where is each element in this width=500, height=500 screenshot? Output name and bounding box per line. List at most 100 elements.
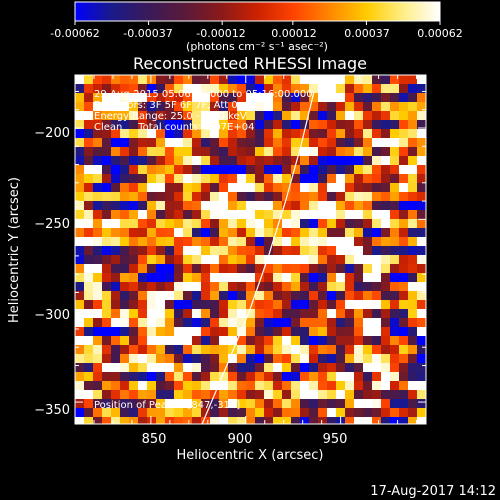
heatmap-cell	[291, 210, 301, 220]
heatmap-cell	[165, 291, 175, 301]
heatmap-cell	[219, 354, 229, 364]
heatmap-cell	[120, 84, 130, 94]
heatmap-cell	[291, 183, 301, 193]
heatmap-cell	[147, 201, 157, 211]
heatmap-cell	[84, 129, 94, 139]
heatmap-cell	[264, 156, 274, 166]
heatmap-cell	[84, 228, 94, 238]
heatmap-cell	[345, 327, 355, 337]
heatmap-cell	[273, 408, 283, 418]
heatmap-cell	[336, 237, 346, 247]
heatmap-cell	[75, 129, 85, 139]
heatmap-cell	[75, 237, 85, 247]
heatmap-cell	[165, 84, 175, 94]
heatmap-cell	[174, 237, 184, 247]
heatmap-cell	[183, 246, 193, 256]
heatmap-cell	[300, 75, 310, 85]
heatmap-cell	[219, 237, 229, 247]
heatmap-cell	[201, 210, 211, 220]
heatmap-cell	[138, 354, 148, 364]
heatmap-cell	[381, 291, 391, 301]
heatmap-cell	[273, 345, 283, 355]
heatmap-cell	[345, 102, 355, 112]
heatmap-cell	[381, 390, 391, 400]
heatmap-cell	[291, 399, 301, 409]
heatmap-cell	[372, 309, 382, 319]
heatmap-cell	[273, 201, 283, 211]
heatmap-cell	[372, 201, 382, 211]
heatmap-cell	[408, 147, 418, 157]
heatmap-cell	[111, 120, 121, 130]
heatmap-cell	[264, 93, 274, 103]
heatmap-cell	[228, 129, 238, 139]
heatmap-cell	[255, 246, 265, 256]
heatmap-cell	[255, 300, 265, 310]
heatmap-cell	[102, 273, 112, 283]
heatmap-cell	[318, 138, 328, 148]
heatmap-cell	[399, 354, 409, 364]
heatmap-cell	[111, 363, 121, 373]
heatmap-cell	[408, 363, 418, 373]
heatmap-cell	[210, 228, 220, 238]
heatmap-cell	[183, 120, 193, 130]
heatmap-cell	[408, 327, 418, 337]
heatmap-cell	[300, 120, 310, 130]
heatmap-cell	[327, 363, 337, 373]
heatmap-cell	[201, 291, 211, 301]
heatmap-cell	[381, 102, 391, 112]
heatmap-cell	[93, 75, 103, 85]
heatmap-cell	[93, 84, 103, 94]
heatmap-cell	[255, 291, 265, 301]
heatmap-cell	[237, 273, 247, 283]
heatmap-cell	[111, 147, 121, 157]
heatmap-cell	[237, 237, 247, 247]
heatmap-cell	[210, 363, 220, 373]
heatmap-cell	[147, 102, 157, 112]
heatmap-cell	[174, 336, 184, 346]
heatmap-cell	[120, 111, 130, 121]
heatmap-cell	[300, 354, 310, 364]
heatmap-cell	[300, 165, 310, 175]
heatmap-cell	[165, 102, 175, 112]
heatmap-cell	[381, 273, 391, 283]
heatmap-cell	[111, 372, 121, 382]
heatmap-cell	[84, 354, 94, 364]
heatmap-cell	[282, 246, 292, 256]
heatmap-cell	[354, 291, 364, 301]
heatmap-cell	[228, 201, 238, 211]
heatmap-cell	[282, 156, 292, 166]
heatmap-cell	[300, 390, 310, 400]
heatmap-cell	[255, 309, 265, 319]
heatmap-cell	[255, 219, 265, 229]
heatmap-cell	[327, 354, 337, 364]
heatmap-cell	[174, 111, 184, 121]
heatmap-cell	[345, 264, 355, 274]
heatmap-cell	[75, 228, 85, 238]
heatmap-cell	[165, 363, 175, 373]
heatmap-cell	[354, 246, 364, 256]
heatmap-cell	[363, 399, 373, 409]
heatmap-cell	[354, 219, 364, 229]
heatmap-cell	[354, 354, 364, 364]
heatmap-cell	[174, 201, 184, 211]
heatmap-cell	[390, 129, 400, 139]
heatmap-cell	[111, 246, 121, 256]
heatmap-cell	[336, 408, 346, 418]
heatmap-cell	[174, 327, 184, 337]
heatmap-cell	[147, 183, 157, 193]
heatmap-cell	[408, 165, 418, 175]
heatmap-cell	[183, 237, 193, 247]
heatmap-cell	[246, 93, 256, 103]
heatmap-cell	[75, 354, 85, 364]
heatmap-cell	[309, 210, 319, 220]
heatmap-cell	[399, 345, 409, 355]
heatmap-cell	[372, 210, 382, 220]
heatmap-cell	[390, 399, 400, 409]
heatmap-cell	[264, 75, 274, 85]
heatmap-cell	[399, 291, 409, 301]
heatmap-cell	[165, 273, 175, 283]
heatmap-cell	[192, 138, 202, 148]
heatmap-cell	[264, 336, 274, 346]
heatmap-cell	[120, 273, 130, 283]
